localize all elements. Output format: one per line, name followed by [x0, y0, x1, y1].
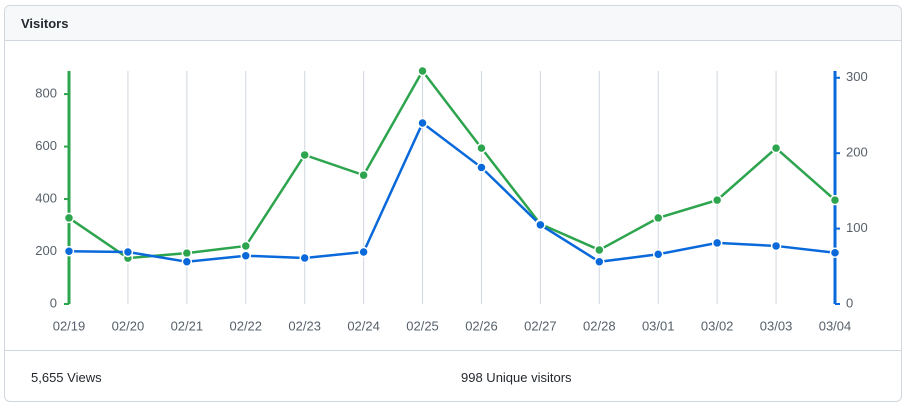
- x-tick-label: 03/04: [819, 318, 852, 333]
- y-tick-label: 0: [50, 295, 57, 310]
- data-point: [829, 247, 841, 258]
- x-tick-label: 02/28: [583, 318, 616, 333]
- data-point: [829, 194, 841, 206]
- series-line: [68, 68, 836, 260]
- x-tick-label: 02/25: [406, 318, 439, 333]
- data-point: [476, 162, 487, 173]
- data-point: [770, 142, 782, 154]
- x-tick-label: 02/24: [347, 318, 380, 333]
- data-point: [417, 117, 428, 129]
- data-point: [63, 212, 75, 224]
- chart-title: Visitors: [21, 16, 69, 31]
- data-point: [299, 149, 310, 161]
- unique-total: 998 Unique visitors: [461, 370, 572, 385]
- x-tick-label: 02/21: [171, 318, 204, 333]
- y2-tick-label: 0: [846, 295, 853, 310]
- data-point: [63, 245, 75, 257]
- data-point: [358, 169, 369, 181]
- data-point: [711, 194, 723, 206]
- data-point: [358, 246, 369, 258]
- data-point: [711, 237, 723, 249]
- x-tick-label: 03/03: [760, 318, 793, 333]
- series-line: [68, 121, 836, 264]
- y-tick-label: 800: [35, 86, 57, 101]
- y2-tick-label: 300: [846, 69, 868, 84]
- x-tick-label: 02/27: [524, 318, 557, 333]
- y2-tick-label: 100: [846, 220, 868, 235]
- data-point: [652, 212, 664, 224]
- data-point: [181, 256, 193, 268]
- data-point: [476, 142, 487, 154]
- data-point: [594, 244, 605, 256]
- x-tick-label: 02/19: [53, 318, 86, 333]
- panel-header: Visitors: [5, 6, 901, 41]
- data-point: [417, 65, 428, 77]
- y-tick-label: 200: [35, 243, 57, 258]
- data-point: [240, 250, 252, 261]
- y-tick-label: 600: [35, 138, 57, 153]
- data-point: [594, 256, 605, 268]
- x-tick-label: 02/26: [465, 318, 498, 333]
- data-point: [652, 248, 664, 260]
- data-point: [240, 240, 252, 252]
- x-tick-label: 03/02: [701, 318, 734, 333]
- data-point: [770, 240, 782, 252]
- data-point: [122, 246, 134, 258]
- y2-tick-label: 200: [846, 145, 868, 160]
- data-point: [535, 219, 546, 231]
- panel-footer: 5,655 Views 998 Unique visitors: [5, 350, 901, 385]
- x-tick-label: 02/23: [288, 318, 321, 333]
- data-point: [299, 252, 310, 264]
- views-total: 5,655 Views: [31, 370, 102, 385]
- y-tick-label: 400: [35, 190, 57, 205]
- panel: Visitors 5,655 Views 998 Unique visitors: [4, 5, 902, 402]
- x-tick-label: 03/01: [642, 318, 675, 333]
- data-point: [181, 247, 193, 259]
- x-tick-label: 02/20: [112, 318, 145, 333]
- x-tick-label: 02/22: [229, 318, 262, 333]
